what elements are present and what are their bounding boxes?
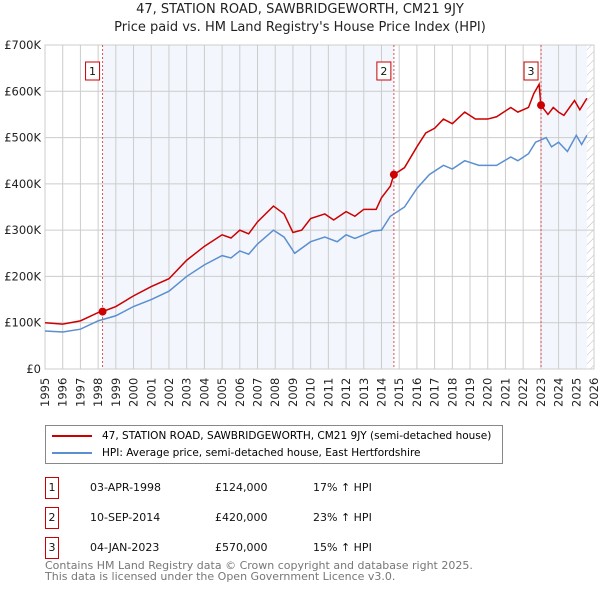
property-line [44, 81, 588, 325]
sale-hpi-diff: 15% ↑ HPI [313, 541, 372, 554]
y-tick-label: £600K [4, 84, 41, 98]
sale-date: 04-JAN-2023 [90, 541, 160, 554]
x-tick-label: 2015 [392, 378, 406, 407]
x-tick-label: 2022 [516, 378, 530, 407]
sale-hpi-diff: 23% ↑ HPI [313, 511, 372, 524]
sale-label-box [85, 61, 101, 81]
y-tick-label: £0 [26, 362, 41, 376]
x-tick-label: 2000 [127, 378, 141, 407]
chart-subtitle: Price paid vs. HM Land Registry's House … [114, 20, 486, 35]
sale-label-box [376, 61, 392, 81]
x-tick-label: 2004 [197, 378, 211, 407]
x-tick-label: 2010 [304, 378, 318, 407]
sale-point [389, 170, 398, 179]
x-tick-label: 2011 [321, 378, 335, 407]
legend-label-hpi: HPI: Average price, semi-detached house,… [102, 447, 421, 459]
chart-title: 47, STATION ROAD, SAWBRIDGEWORTH, CM21 9… [136, 2, 464, 17]
legend-label-property: 47, STATION ROAD, SAWBRIDGEWORTH, CM21 9… [102, 430, 492, 442]
x-tick-label: 2008 [268, 378, 282, 407]
x-tick-label: 2003 [180, 378, 194, 407]
x-tick-label: 2024 [552, 378, 566, 407]
legend: 47, STATION ROAD, SAWBRIDGEWORTH, CM21 9… [45, 425, 503, 464]
shaded-period-1 [102, 45, 394, 369]
sale-date: 03-APR-1998 [90, 481, 162, 494]
sale-number: 3 [45, 537, 59, 559]
x-tick-label: 1996 [56, 378, 70, 407]
x-tick-label: 2023 [534, 378, 548, 407]
sale-price: £420,000 [215, 511, 268, 524]
x-tick-label: 2021 [498, 378, 512, 407]
x-tick-label: 2025 [569, 378, 583, 407]
x-tick-label: 2018 [445, 378, 459, 407]
x-tick-label: 2002 [162, 378, 176, 407]
x-tick-label: 2026 [587, 378, 600, 407]
sale-date: 10-SEP-2014 [90, 511, 161, 524]
y-tick-label: £500K [4, 131, 41, 145]
x-tick-label: 1995 [38, 378, 52, 407]
x-tick-label: 2007 [251, 378, 265, 407]
footer-line-2: This data is licensed under the Open Gov… [45, 570, 396, 583]
x-tick-label: 2014 [374, 378, 388, 407]
hpi-line [44, 133, 588, 333]
footer-line-1: Contains HM Land Registry data © Crown c… [45, 559, 473, 572]
x-tick-label: 2001 [144, 378, 158, 407]
x-tick-label: 2016 [410, 378, 424, 407]
sale-number: 2 [45, 507, 59, 529]
y-tick-label: £400K [4, 177, 41, 191]
future-hatch [586, 45, 594, 369]
sale-hpi-diff: 17% ↑ HPI [313, 481, 372, 494]
sale-point [98, 307, 107, 316]
sale-label-box [523, 61, 539, 81]
y-tick-label: £100K [4, 316, 41, 330]
sale-label-number: 1 [89, 65, 96, 78]
sale-point [537, 101, 546, 110]
plot-border [44, 44, 595, 370]
x-tick-label: 2020 [481, 378, 495, 407]
legend-swatch-hpi [52, 452, 92, 454]
legend-swatch-property [52, 435, 92, 437]
y-tick-label: £200K [4, 269, 41, 283]
shaded-period-3 [541, 45, 587, 369]
x-tick-label: 2019 [463, 378, 477, 407]
sale-price: £124,000 [215, 481, 268, 494]
y-tick-label: £300K [4, 223, 41, 237]
x-tick-label: 2017 [428, 378, 442, 407]
x-tick-label: 1998 [91, 378, 105, 407]
y-tick-label: £700K [4, 38, 41, 52]
x-tick-label: 2009 [286, 378, 300, 407]
sale-label-number: 2 [380, 65, 387, 78]
x-tick-label: 2005 [215, 378, 229, 407]
x-tick-label: 1997 [73, 378, 87, 407]
x-tick-label: 2013 [357, 378, 371, 407]
sale-number: 1 [45, 477, 59, 499]
footer: Contains HM Land Registry data © Crown c… [45, 560, 473, 582]
sale-price: £570,000 [215, 541, 268, 554]
x-tick-label: 2012 [339, 378, 353, 407]
x-tick-label: 2006 [233, 378, 247, 407]
price-chart: 1995 1996 1997 1998 1999 2000 2001 2002 2003 2004… [4, 38, 600, 407]
x-tick-label: 1999 [109, 378, 123, 407]
sale-label-number: 3 [528, 65, 535, 78]
